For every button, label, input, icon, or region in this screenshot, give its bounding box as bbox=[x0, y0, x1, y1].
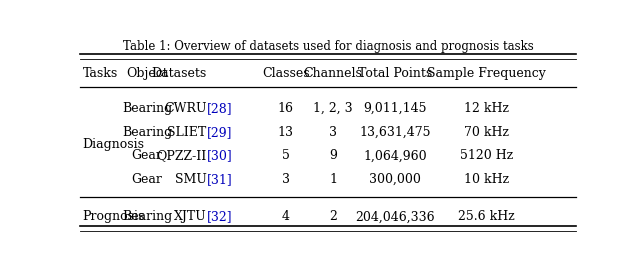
Text: Table 1: Overview of datasets used for diagnosis and prognosis tasks: Table 1: Overview of datasets used for d… bbox=[123, 40, 533, 53]
Text: [32]: [32] bbox=[207, 210, 232, 223]
Text: Classes: Classes bbox=[262, 67, 310, 80]
Text: Bearing: Bearing bbox=[122, 210, 172, 223]
Text: SMU: SMU bbox=[175, 173, 207, 186]
Text: 4: 4 bbox=[282, 210, 290, 223]
Text: 10 kHz: 10 kHz bbox=[464, 173, 509, 186]
Text: Diagnosis: Diagnosis bbox=[83, 137, 145, 151]
Text: Object: Object bbox=[126, 67, 168, 80]
Text: 9,011,145: 9,011,145 bbox=[364, 102, 427, 115]
Text: Bearing: Bearing bbox=[122, 102, 172, 115]
Text: 3: 3 bbox=[282, 173, 290, 186]
Text: 25.6 kHz: 25.6 kHz bbox=[458, 210, 515, 223]
Text: Total Points: Total Points bbox=[358, 67, 432, 80]
Text: 5: 5 bbox=[282, 150, 290, 162]
Text: XJTU: XJTU bbox=[173, 210, 207, 223]
Text: 300,000: 300,000 bbox=[369, 173, 421, 186]
Text: 1,064,960: 1,064,960 bbox=[363, 150, 427, 162]
Text: 2: 2 bbox=[329, 210, 337, 223]
Text: 70 kHz: 70 kHz bbox=[464, 126, 509, 139]
Text: Gear: Gear bbox=[132, 150, 163, 162]
Text: [28]: [28] bbox=[207, 102, 232, 115]
Text: 9: 9 bbox=[329, 150, 337, 162]
Text: QPZZ-II: QPZZ-II bbox=[156, 150, 207, 162]
Text: Gear: Gear bbox=[132, 173, 163, 186]
Text: SLIET: SLIET bbox=[167, 126, 207, 139]
Text: 204,046,336: 204,046,336 bbox=[355, 210, 435, 223]
Text: 16: 16 bbox=[278, 102, 294, 115]
Text: [31]: [31] bbox=[207, 173, 232, 186]
Text: [30]: [30] bbox=[207, 150, 232, 162]
Text: [29]: [29] bbox=[207, 126, 232, 139]
Text: Prognosis: Prognosis bbox=[83, 210, 145, 223]
Text: 12 kHz: 12 kHz bbox=[464, 102, 509, 115]
Text: 13: 13 bbox=[278, 126, 294, 139]
Text: Bearing: Bearing bbox=[122, 126, 172, 139]
Text: Sample Frequency: Sample Frequency bbox=[428, 67, 546, 80]
Text: 5120 Hz: 5120 Hz bbox=[460, 150, 513, 162]
Text: 13,631,475: 13,631,475 bbox=[359, 126, 431, 139]
Text: Datasets: Datasets bbox=[151, 67, 207, 80]
Text: CWRU: CWRU bbox=[164, 102, 207, 115]
Text: 1: 1 bbox=[329, 173, 337, 186]
Text: 1, 2, 3: 1, 2, 3 bbox=[313, 102, 353, 115]
Text: 3: 3 bbox=[329, 126, 337, 139]
Text: Channels: Channels bbox=[303, 67, 362, 80]
Text: Tasks: Tasks bbox=[83, 67, 118, 80]
